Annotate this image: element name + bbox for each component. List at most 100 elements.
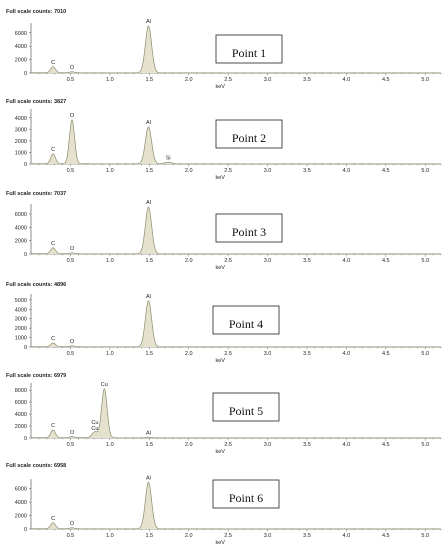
peak-label-al: Al [146, 475, 151, 481]
peak-label-o: O [70, 521, 75, 527]
full-scale-counts-header: Full scale counts: 7010 [6, 9, 66, 15]
x-tick-label: 2.0 [185, 533, 193, 539]
x-tick-label: 3.5 [303, 533, 311, 539]
x-tick-label: 0.5 [67, 168, 75, 174]
x-tick-label: 3.5 [303, 77, 311, 83]
peak-label-o: O [70, 339, 75, 345]
x-tick-label: 4.0 [343, 351, 351, 357]
y-tick-label: 4000 [15, 44, 27, 50]
point-label-box [215, 34, 283, 64]
point-label-box [212, 305, 280, 335]
full-scale-counts-header: Full scale counts: 4896 [6, 282, 66, 288]
x-tick-label: 2.5 [224, 533, 232, 539]
x-tick-label: 0.5 [67, 77, 75, 83]
y-tick-label: 2000 [15, 326, 27, 332]
peak-label-c: C [51, 147, 55, 153]
spectrum-fill [31, 119, 441, 164]
full-scale-counts-header: Full scale counts: 3827 [6, 99, 66, 105]
spectrum-line [31, 119, 441, 165]
peak-label-cu: Cu [91, 420, 98, 426]
point-label-box [215, 119, 283, 149]
spectrum-panel-2: Full scale counts: 3827 0 1000 2000 3000 4000… [6, 99, 442, 181]
x-tick-label: 2.5 [224, 351, 232, 357]
peak-label-o: O [70, 246, 75, 252]
x-axis-label: keV [215, 540, 225, 546]
x-tick-label: 4.0 [343, 168, 351, 174]
y-tick-label: 2000 [15, 514, 27, 520]
x-tick-label: 2.0 [185, 351, 193, 357]
x-tick-label: 1.5 [145, 533, 153, 539]
x-tick-label: 2.0 [185, 442, 193, 448]
y-tick-label: 4000 [15, 225, 27, 231]
peak-label-si: Si [166, 155, 171, 161]
y-tick-label: 5000 [15, 298, 27, 304]
x-tick-label: 4.5 [382, 77, 390, 83]
peak-label-c: C [51, 423, 55, 429]
x-tick-label: 1.5 [145, 351, 153, 357]
x-tick-label: 4.5 [382, 533, 390, 539]
peak-label-al: Al [146, 120, 151, 126]
x-tick-label: 4.5 [382, 351, 390, 357]
spectrum-line [31, 25, 441, 74]
x-tick-label: 3.0 [264, 533, 272, 539]
point-label-box [215, 213, 283, 243]
x-tick-label: 1.5 [145, 77, 153, 83]
y-tick-label: 4000 [15, 412, 27, 418]
spectrum-line [31, 388, 441, 439]
y-tick-label: 6000 [15, 487, 27, 493]
peak-label-o: O [70, 430, 75, 436]
x-tick-label: 2.0 [185, 168, 193, 174]
y-tick-label: 3000 [15, 127, 27, 133]
x-tick-label: 4.0 [343, 442, 351, 448]
x-tick-label: 4.0 [343, 258, 351, 264]
x-tick-label: 1.0 [106, 77, 114, 83]
x-tick-label: 2.5 [224, 77, 232, 83]
point-label: Point 2 [232, 131, 266, 145]
y-tick-label: 0 [24, 162, 27, 168]
x-tick-label: 2.5 [224, 258, 232, 264]
x-axis-label: keV [215, 449, 225, 455]
x-tick-label: 2.5 [224, 442, 232, 448]
x-tick-label: 4.5 [382, 258, 390, 264]
x-tick-label: 4.0 [343, 533, 351, 539]
x-tick-label: 5.0 [421, 442, 429, 448]
x-tick-label: 2.0 [185, 77, 193, 83]
y-tick-label: 6000 [15, 212, 27, 218]
x-tick-label: 5.0 [421, 168, 429, 174]
x-tick-label: 3.5 [303, 351, 311, 357]
y-tick-label: 1000 [15, 150, 27, 156]
y-tick-label: 1000 [15, 336, 27, 342]
x-tick-label: 1.5 [145, 258, 153, 264]
y-tick-label: 3000 [15, 317, 27, 323]
y-tick-label: 2000 [15, 139, 27, 145]
x-tick-label: 3.0 [264, 351, 272, 357]
peak-label-c: C [51, 336, 55, 342]
x-axis-label: keV [215, 358, 225, 364]
y-tick-label: 0 [24, 252, 27, 258]
x-tick-label: 1.5 [145, 442, 153, 448]
peak-label-al: Al [146, 19, 151, 25]
x-tick-label: 3.0 [264, 442, 272, 448]
peak-label-cu: Cu [91, 426, 98, 432]
y-tick-label: 0 [24, 71, 27, 77]
full-scale-counts-header: Full scale counts: 6979 [6, 373, 66, 379]
x-tick-label: 5.0 [421, 533, 429, 539]
spectrum-line [31, 481, 441, 530]
x-tick-label: 1.0 [106, 442, 114, 448]
y-tick-label: 2000 [15, 239, 27, 245]
y-tick-label: 4000 [15, 500, 27, 506]
point-label: Point 1 [232, 46, 266, 60]
peak-label-c: C [51, 516, 55, 522]
spectrum-panel-5: Full scale counts: 6979 0 2000 4000 6000 8000… [6, 373, 442, 455]
peak-label-al: Al [146, 430, 151, 436]
full-scale-counts-header: Full scale counts: 6958 [6, 463, 66, 469]
y-tick-label: 8000 [15, 388, 27, 394]
y-tick-label: 0 [24, 527, 27, 533]
x-tick-label: 4.5 [382, 168, 390, 174]
peak-label-o: O [70, 65, 75, 71]
spectrum-panel-6: Full scale counts: 6958 0 2000 4000 6000 0.5 1… [6, 463, 442, 546]
x-axis-label: keV [215, 84, 225, 90]
y-tick-label: 4000 [15, 116, 27, 122]
y-tick-label: 4000 [15, 307, 27, 313]
